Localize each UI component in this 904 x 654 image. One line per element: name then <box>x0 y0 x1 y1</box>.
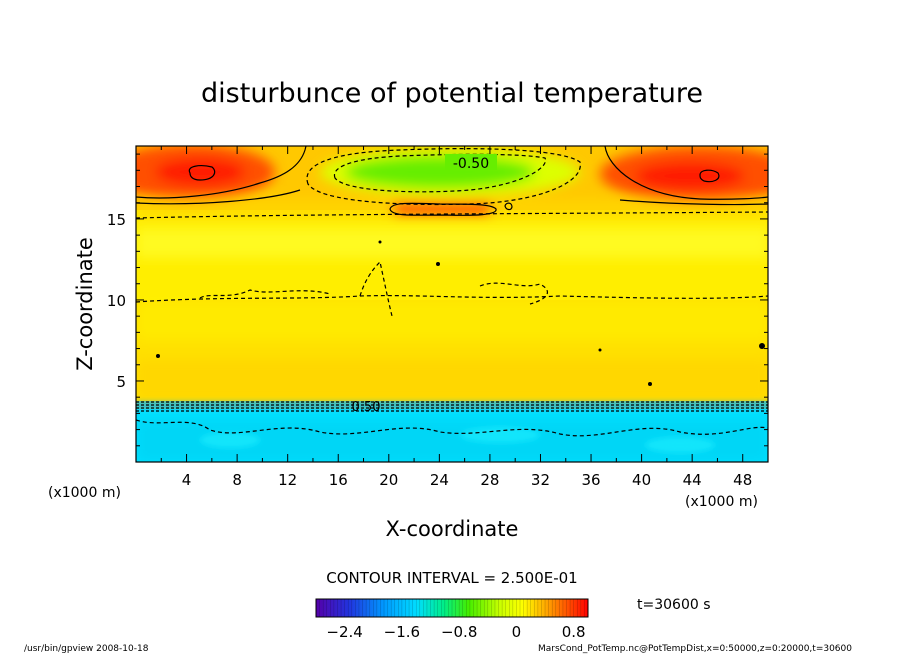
x-tick-label: 24 <box>430 471 449 489</box>
x-unit-label: (x1000 m) <box>48 485 121 501</box>
colorbar: −2.4 −1.6 −0.8 0 0.8 <box>315 598 589 641</box>
colorbar-tick-label: 0.8 <box>562 623 586 641</box>
x-tick-label: 40 <box>632 471 651 489</box>
x-tick-label: 32 <box>531 471 550 489</box>
contour-label-pos: 0.50 <box>352 400 381 415</box>
x-tick-label: 28 <box>480 471 499 489</box>
y-axis-label: Z-coordinate <box>73 237 97 371</box>
time-label: t=30600 s <box>637 597 711 613</box>
colorbar-tick-label: −2.4 <box>326 623 362 641</box>
x-tick-label: 12 <box>278 471 297 489</box>
contour-label-neg: -0.50 <box>453 156 489 172</box>
x-tick-label: 36 <box>581 471 600 489</box>
x-axis-label: X-coordinate <box>386 517 519 541</box>
plot-frame <box>135 145 769 463</box>
x-tick-label: 4 <box>182 471 192 489</box>
footer-right: MarsCond_PotTemp.nc@PotTempDist,x=0:5000… <box>538 644 852 654</box>
x-tick-label: 48 <box>733 471 752 489</box>
colorbar-tick-label: −0.8 <box>441 623 477 641</box>
x-tick-label: 16 <box>329 471 348 489</box>
footer-left: /usr/bin/gpview 2008-10-18 <box>24 644 149 654</box>
x-tick-label: 8 <box>232 471 242 489</box>
lower-contour-stack <box>136 401 768 412</box>
chart-title: disturbunce of potential temperature <box>201 78 703 109</box>
x-tick-label: 20 <box>379 471 398 489</box>
contour-dots <box>156 240 765 386</box>
negative-contours <box>136 148 768 437</box>
contour-interval: CONTOUR INTERVAL = 2.500E-01 <box>326 569 577 587</box>
y-unit-label: (x1000 m) <box>685 494 758 510</box>
colorbar-tick-label: −1.6 <box>384 623 420 641</box>
y-axis: 5 10 15 <box>107 153 768 447</box>
y-tick-label: 15 <box>107 211 126 229</box>
colorbar-tick-label: 0 <box>512 623 522 641</box>
x-axis: 4 8 12 16 20 24 28 32 36 40 44 48 <box>160 146 752 489</box>
plot-area: -0.50 0.50 <box>136 146 768 462</box>
x-tick-label: 44 <box>683 471 702 489</box>
y-tick-label: 10 <box>107 292 126 310</box>
contour-lines <box>136 146 768 216</box>
y-tick-label: 5 <box>116 373 126 391</box>
